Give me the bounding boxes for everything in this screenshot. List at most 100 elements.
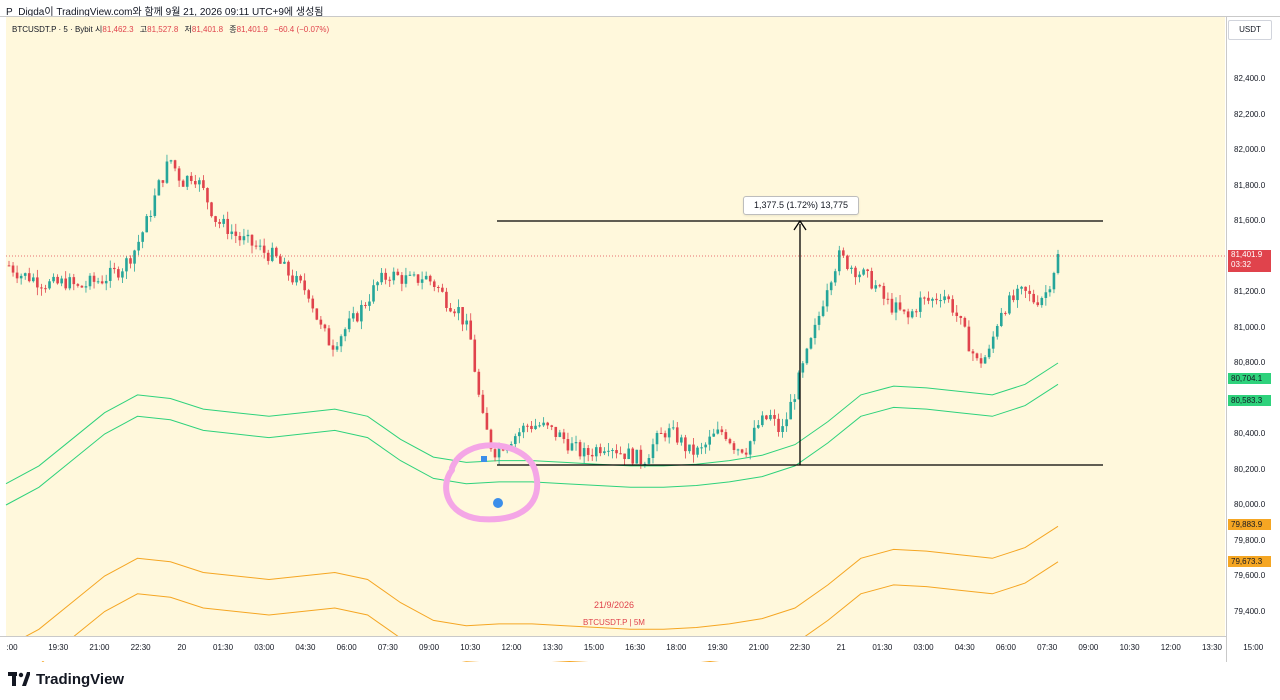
change-value: −60.4 (−0.07%) — [274, 25, 330, 34]
candle-body — [493, 449, 497, 458]
candle-body — [230, 231, 234, 234]
candle-body — [376, 282, 379, 286]
candle-body — [769, 415, 772, 420]
time-tick: 19:30 — [48, 643, 69, 652]
price-tick: 82,000.0 — [1234, 145, 1266, 154]
candle-body — [700, 447, 703, 449]
candle-body — [360, 304, 363, 322]
candle-body — [858, 274, 861, 278]
candle-body — [761, 415, 764, 426]
time-tick: 03:00 — [913, 643, 934, 652]
candle-body — [983, 357, 987, 364]
candle-body — [210, 202, 213, 217]
candle-body — [469, 320, 473, 340]
candle-body — [64, 278, 68, 289]
price-tick: 82,200.0 — [1234, 109, 1266, 119]
candle-body — [141, 232, 144, 242]
candle-body — [206, 188, 209, 203]
indicator-bands — [5, 362, 1059, 683]
candle-body — [615, 450, 618, 454]
candle-body — [927, 297, 930, 301]
candle-body — [262, 245, 266, 253]
chart-plot-area[interactable] — [6, 17, 1225, 636]
candle-body — [987, 348, 991, 358]
time-tick: 18:00 — [666, 643, 687, 652]
candle-body — [153, 195, 157, 216]
candle-body — [465, 320, 468, 325]
candle-body — [125, 258, 128, 272]
candle-body — [1036, 302, 1040, 306]
green-band-lower — [5, 383, 1059, 506]
candle-body — [44, 288, 47, 290]
candle-body — [538, 425, 541, 427]
price-axis[interactable] — [1226, 17, 1280, 662]
candle-body — [943, 296, 946, 301]
candle-body — [833, 271, 837, 283]
footer — [0, 662, 1280, 700]
candle-body — [299, 275, 302, 281]
range-measure-label[interactable]: 1,377.5 (1.72%) 13,775 — [743, 196, 859, 215]
candle-body — [817, 315, 821, 325]
candle-body — [497, 446, 501, 458]
candle-body — [696, 447, 699, 455]
time-axis[interactable] — [0, 636, 1226, 661]
time-tick: 10:30 — [1119, 643, 1140, 652]
current-price-tag: 81,401.9 03:32 — [1228, 250, 1271, 272]
candle-body — [765, 415, 768, 420]
time-tick: 01:30 — [872, 643, 893, 652]
candle-body — [846, 255, 849, 269]
candle-body — [882, 285, 886, 299]
tradingview-logo-text: TradingView — [36, 670, 125, 688]
tradingview-logo[interactable]: TradingView — [8, 670, 124, 688]
time-tick: 10:30 — [460, 643, 481, 652]
chart-frame — [0, 16, 1280, 662]
candle-body — [412, 274, 416, 276]
candle-body — [720, 429, 724, 433]
time-tick: 22:30 — [789, 643, 810, 652]
chart-caption: P_Digda이 TradingView.com와 함께 9월 21, 2026… — [6, 7, 324, 18]
candle-body — [991, 336, 995, 349]
candle-body — [801, 363, 805, 373]
candle-body — [100, 281, 104, 284]
candle-body — [518, 432, 521, 437]
time-tick: 15:00 — [583, 643, 604, 652]
candle-body — [526, 425, 529, 427]
candle-body — [862, 269, 865, 275]
candle-body — [392, 271, 396, 281]
candle-body — [441, 287, 444, 292]
candle-body — [7, 265, 11, 267]
candle-body — [821, 306, 825, 316]
candle-body — [995, 325, 999, 337]
candle-body — [92, 275, 96, 282]
symbol-name[interactable]: BTCUSDT.P · 5 · Bybit — [12, 25, 93, 34]
time-tick: 20 — [177, 643, 187, 652]
candle-body — [728, 439, 732, 444]
candle-body — [939, 300, 942, 302]
candle-body — [574, 442, 578, 444]
candle-body — [303, 280, 306, 291]
candle-body — [1056, 254, 1060, 273]
candle-body — [736, 449, 740, 451]
orange-lower-tag: 79,673.3 — [1228, 556, 1271, 567]
candle-body — [347, 318, 351, 330]
candle-body — [902, 309, 906, 312]
candle-body — [639, 449, 643, 464]
currency-label[interactable]: USDT — [1228, 20, 1272, 40]
candle-body — [935, 298, 938, 301]
symbol-legend[interactable]: BTCUSDT.P · 5 · Bybit 시81,462.3 고81,527.… — [12, 24, 333, 36]
candle-body — [169, 160, 173, 162]
candle-body — [416, 274, 420, 283]
time-tick: 21 — [836, 643, 846, 652]
tradingview-logo-icon — [8, 672, 30, 686]
candle-body — [756, 425, 760, 428]
candle-body — [680, 437, 683, 443]
candle-body — [254, 245, 258, 247]
range-measure-tool[interactable] — [497, 219, 1103, 466]
candle-body — [918, 297, 922, 312]
candle-body — [999, 312, 1003, 326]
candle-body — [194, 180, 197, 185]
close-label: 종 — [229, 25, 237, 34]
candle-body — [157, 180, 161, 196]
candle-body — [603, 451, 606, 454]
candle-body — [866, 269, 869, 272]
